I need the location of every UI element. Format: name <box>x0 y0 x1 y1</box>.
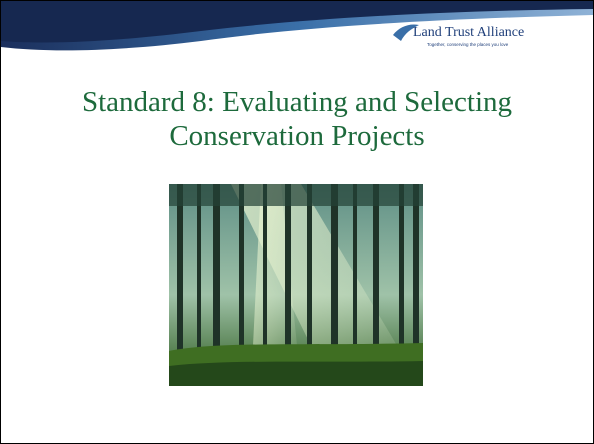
logo-tagline: Together, conserving the places you love <box>427 42 508 47</box>
slide: Land Trust Alliance Together, conserving… <box>0 0 594 444</box>
forest-photo <box>169 184 423 386</box>
logo-text: Land Trust Alliance <box>413 25 524 41</box>
slide-title: Conservation Projects <box>1 119 593 153</box>
slide-title: Standard 8: Evaluating and Selecting <box>1 85 593 119</box>
decor <box>1 1 593 443</box>
